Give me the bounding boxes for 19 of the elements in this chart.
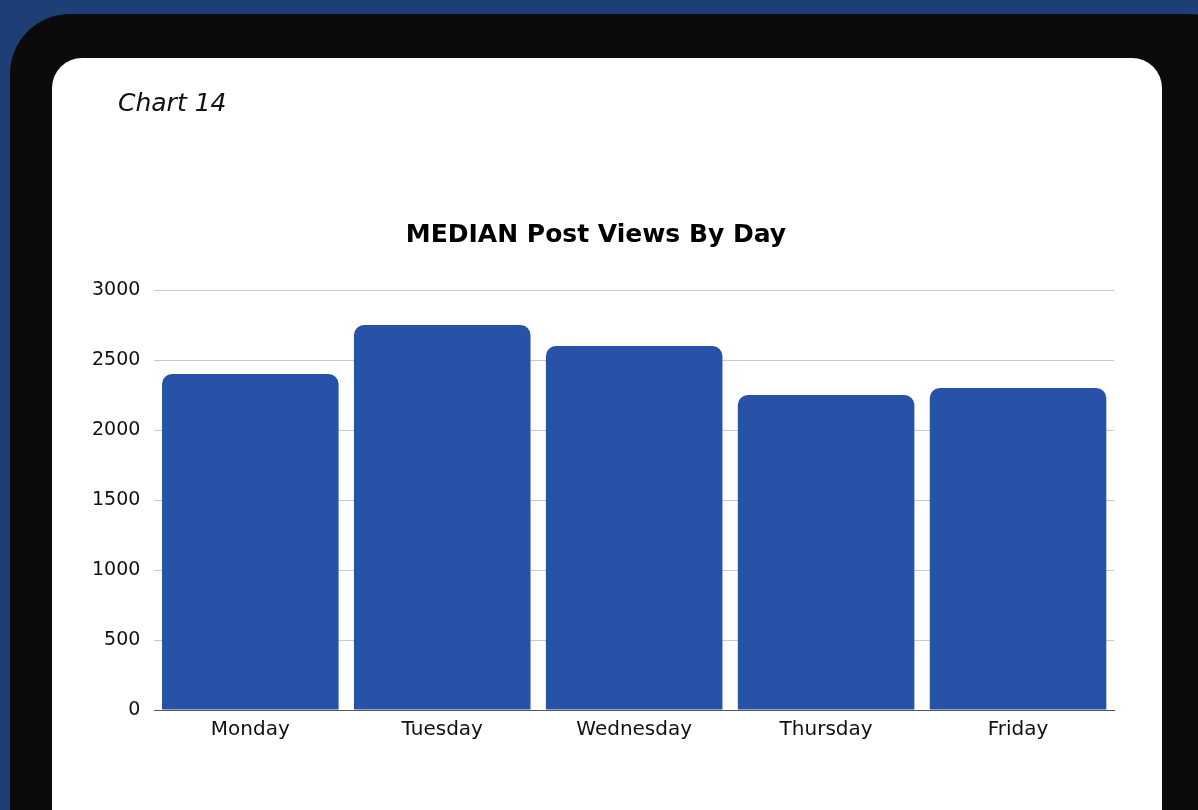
y-tick-label: 1000 [91,556,141,579]
bar [545,346,723,710]
y-tick-label: 2500 [91,346,141,369]
chart-title: MEDIAN Post Views By Day [405,218,787,248]
y-tick-label: 500 [104,626,141,649]
bar [929,388,1107,710]
bar [737,395,915,710]
y-tick-label: 1500 [91,486,141,509]
x-tick-label: Thursday [778,716,873,741]
x-tick-label: Tuesday [400,716,484,741]
bar [162,374,339,710]
y-tick-label: 3000 [91,276,141,299]
x-tick-label: Friday [987,716,1049,741]
bar [353,325,531,710]
x-tick-label: Monday [210,716,290,741]
y-tick-label: 2000 [91,416,141,439]
y-tick-label: 0 [128,696,141,719]
caption: Chart 14 [118,88,227,117]
x-tick-label: Wednesday [576,716,693,741]
